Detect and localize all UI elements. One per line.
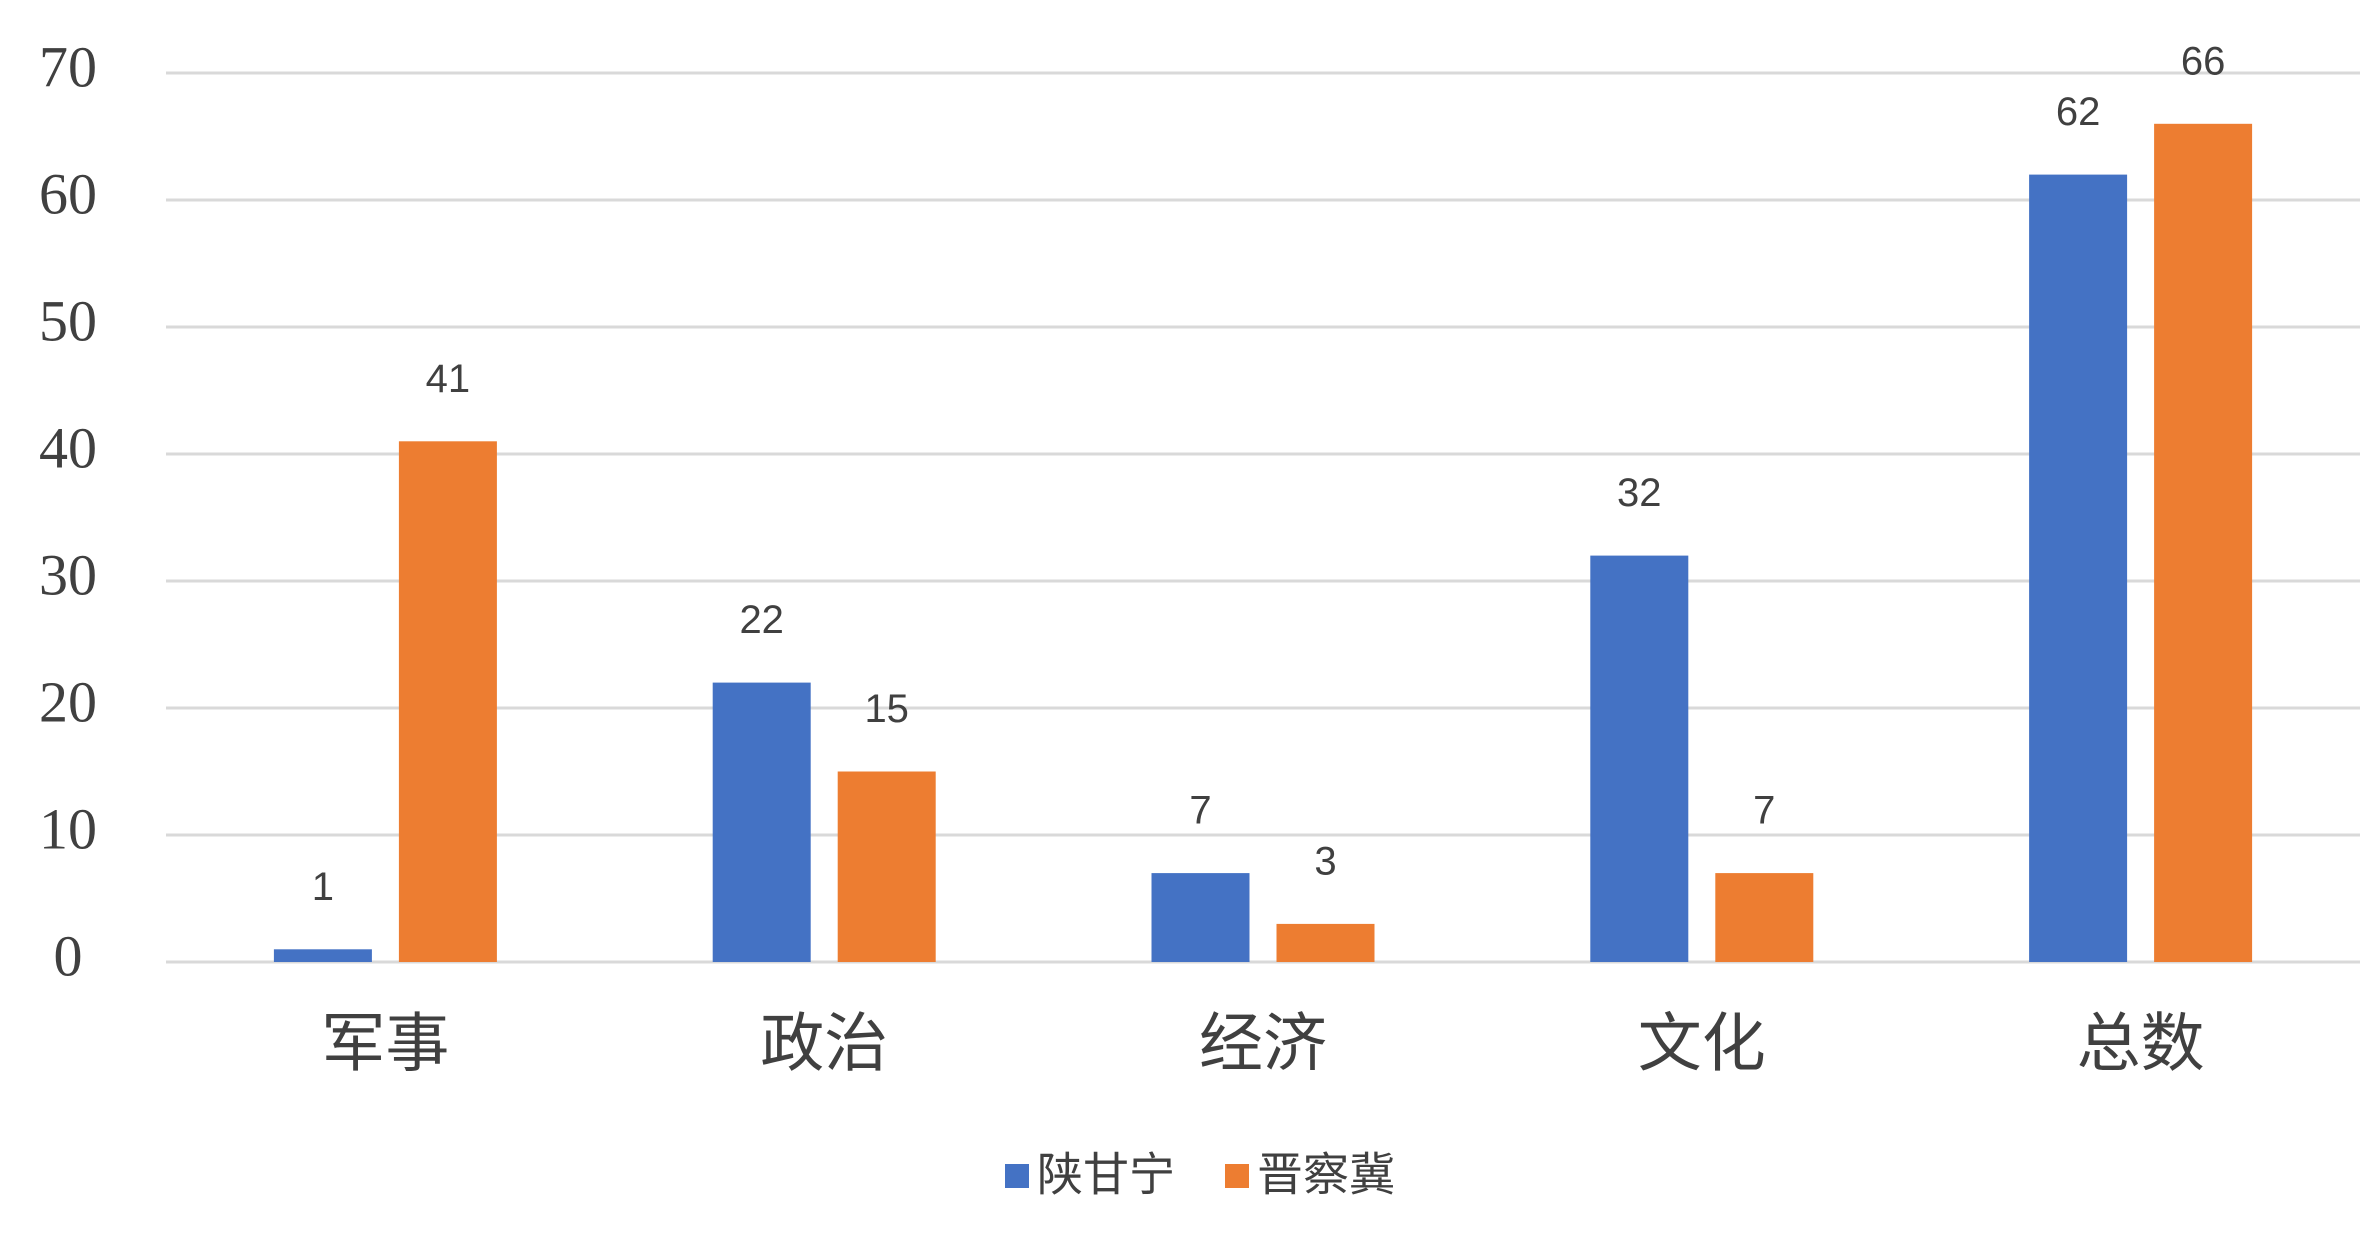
legend-swatch — [1005, 1164, 1029, 1188]
bar — [398, 441, 497, 962]
bar — [273, 949, 372, 962]
x-tick-label: 经济 — [1199, 1008, 1327, 1082]
x-tick-label: 军事 — [321, 1008, 449, 1082]
data-label: 66 — [2181, 39, 2226, 83]
data-label: 62 — [2056, 90, 2101, 134]
data-label: 7 — [1189, 789, 1211, 833]
y-tick-label: 50 — [39, 288, 97, 353]
y-tick-label: 0 — [54, 923, 83, 988]
legend-label: 陕甘宁 — [1037, 1148, 1175, 1202]
bar — [2154, 123, 2253, 963]
data-label: 7 — [1753, 789, 1775, 833]
y-tick-label: 40 — [39, 415, 97, 480]
data-label: 41 — [426, 357, 471, 401]
y-tick-label: 70 — [39, 34, 97, 99]
bar — [837, 771, 936, 962]
bar — [712, 682, 811, 962]
x-tick-label: 总数 — [2077, 1008, 2205, 1082]
legend-swatch — [1225, 1164, 1249, 1188]
x-tick-label: 政治 — [760, 1008, 888, 1082]
y-tick-label: 10 — [39, 796, 97, 861]
data-label: 32 — [1617, 471, 1662, 515]
data-label: 3 — [1314, 839, 1336, 883]
data-label: 1 — [312, 865, 334, 909]
data-label: 15 — [864, 687, 909, 731]
bar — [1151, 873, 1250, 962]
legend-label: 晋察冀 — [1257, 1148, 1395, 1202]
bar — [2029, 174, 2128, 963]
y-tick-label: 60 — [39, 161, 97, 226]
bar — [1590, 555, 1689, 962]
x-tick-label: 文化 — [1638, 1008, 1766, 1082]
bar — [1715, 873, 1814, 962]
y-tick-label: 30 — [39, 542, 97, 607]
bar — [1276, 923, 1375, 962]
data-label: 22 — [739, 598, 784, 642]
y-tick-label: 20 — [39, 669, 97, 734]
